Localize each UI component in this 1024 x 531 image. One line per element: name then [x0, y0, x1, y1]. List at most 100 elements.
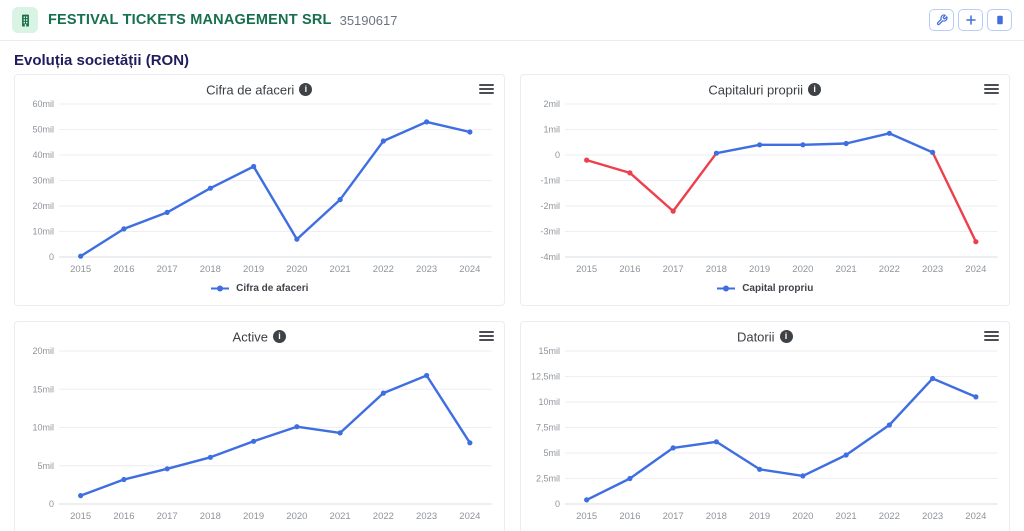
svg-text:2022: 2022 — [878, 511, 899, 522]
line-chart-canvas[interactable]: 60mil 50mil 40mil 30mil 20mil 10mil 0 2015 2016 2… — [23, 99, 496, 277]
svg-text:15mil: 15mil — [33, 384, 55, 394]
svg-text:2024: 2024 — [459, 511, 480, 522]
svg-text:2015: 2015 — [576, 264, 597, 275]
legend-label: Capital propriu — [742, 282, 814, 294]
svg-text:2016: 2016 — [113, 264, 134, 275]
svg-text:15mil: 15mil — [538, 346, 560, 356]
chart-title: Cifra de afaceri — [206, 82, 295, 98]
notes-button[interactable] — [987, 9, 1012, 31]
hamburger-menu-icon[interactable] — [984, 83, 999, 95]
wrench-button[interactable] — [929, 9, 954, 31]
svg-text:2015: 2015 — [576, 511, 597, 522]
svg-text:2023: 2023 — [416, 264, 437, 275]
svg-text:2021: 2021 — [835, 264, 856, 275]
svg-text:2020: 2020 — [792, 511, 813, 522]
svg-text:2020: 2020 — [792, 264, 813, 275]
svg-text:2017: 2017 — [157, 264, 178, 275]
info-icon[interactable]: i — [808, 83, 822, 97]
svg-text:0: 0 — [555, 150, 560, 160]
svg-text:5mil: 5mil — [543, 448, 560, 458]
legend-item[interactable]: Cifra de afaceri — [23, 279, 496, 297]
line-chart-canvas[interactable]: 15mil 12,5mil 10mil 7,5mil 5mil 2,5mil 0 2015 20… — [529, 346, 1002, 524]
legend-marker-icon — [716, 284, 736, 293]
svg-text:2020: 2020 — [286, 264, 307, 275]
building-icon — [21, 14, 29, 26]
chart-card-datorii: Datorii i 15mil 12,5mil 10mil 7,5mil 5mil 2,5m… — [519, 321, 1010, 531]
chart-header: Datorii i — [529, 328, 1002, 346]
legend-item[interactable]: Capital propriu — [529, 279, 1002, 297]
chart-card-cifra-de-afaceri: Cifra de afaceri i 60mil 50mil 40mil 30mil 20… — [14, 74, 505, 306]
wrench-icon — [936, 14, 948, 26]
svg-text:-1mil: -1mil — [540, 176, 560, 186]
svg-text:2015: 2015 — [70, 511, 91, 522]
svg-text:2019: 2019 — [749, 264, 770, 275]
svg-text:60mil: 60mil — [33, 99, 55, 109]
plus-icon — [965, 15, 976, 25]
svg-text:2017: 2017 — [662, 264, 683, 275]
svg-text:2021: 2021 — [330, 511, 351, 522]
svg-text:2022: 2022 — [373, 264, 394, 275]
svg-text:2023: 2023 — [416, 511, 437, 522]
svg-text:40mil: 40mil — [33, 150, 55, 160]
svg-text:-3mil: -3mil — [540, 227, 560, 237]
svg-text:2021: 2021 — [330, 264, 351, 275]
hamburger-menu-icon[interactable] — [478, 83, 494, 95]
svg-text:2016: 2016 — [619, 511, 640, 522]
legend-marker-icon — [210, 284, 230, 293]
svg-text:2020: 2020 — [286, 511, 307, 522]
hamburger-menu-icon[interactable] — [478, 330, 494, 342]
chart-title: Active — [232, 329, 268, 345]
svg-text:2023: 2023 — [922, 511, 943, 522]
chart-title: Datorii — [736, 329, 775, 345]
svg-text:2016: 2016 — [619, 264, 640, 275]
svg-text:7,5mil: 7,5mil — [536, 423, 560, 433]
svg-text:2019: 2019 — [749, 511, 770, 522]
line-chart-canvas[interactable]: 2mil 1mil 0 -1mil -2mil -3mil -4mil 2015 2016 201… — [529, 99, 1002, 277]
svg-text:2015: 2015 — [70, 264, 91, 275]
info-icon[interactable]: i — [299, 83, 313, 97]
svg-text:50mil: 50mil — [33, 125, 55, 135]
svg-text:0: 0 — [555, 499, 560, 509]
svg-text:20mil: 20mil — [33, 346, 55, 356]
chart-card-capitaluri-proprii: Capitaluri proprii i 2mil 1mil 0 -1mil -2mil -… — [519, 74, 1010, 306]
svg-text:2,5mil: 2,5mil — [536, 474, 560, 484]
info-icon[interactable]: i — [272, 330, 286, 344]
svg-text:2022: 2022 — [878, 264, 899, 275]
chart-title: Capitaluri proprii — [708, 82, 804, 98]
svg-text:2024: 2024 — [965, 264, 986, 275]
svg-text:2022: 2022 — [373, 511, 394, 522]
svg-text:2017: 2017 — [662, 511, 683, 522]
svg-text:10mil: 10mil — [33, 423, 55, 433]
svg-text:2017: 2017 — [157, 511, 178, 522]
company-name: FESTIVAL TICKETS MANAGEMENT SRL — [48, 12, 332, 28]
svg-text:2018: 2018 — [200, 264, 221, 275]
legend-label: Cifra de afaceri — [236, 282, 309, 294]
svg-text:0: 0 — [49, 252, 54, 262]
content-area: Evoluția societății (RON) Cifra de aface… — [0, 41, 1024, 531]
chart-header: Active i — [23, 328, 496, 346]
svg-text:2018: 2018 — [705, 511, 726, 522]
document-icon — [996, 15, 1003, 25]
svg-text:2019: 2019 — [243, 511, 264, 522]
svg-text:2024: 2024 — [459, 264, 480, 275]
line-chart-canvas[interactable]: 20mil 15mil 10mil 5mil 0 2015 2016 2017 2018 2019… — [23, 346, 496, 524]
company-id: 35190617 — [339, 12, 398, 28]
svg-text:2018: 2018 — [705, 264, 726, 275]
svg-text:0: 0 — [49, 499, 54, 509]
svg-text:2019: 2019 — [243, 264, 264, 275]
svg-text:2016: 2016 — [113, 511, 134, 522]
svg-text:20mil: 20mil — [33, 201, 55, 211]
svg-text:2018: 2018 — [200, 511, 221, 522]
add-button[interactable] — [958, 9, 983, 31]
info-icon[interactable]: i — [779, 330, 793, 344]
svg-text:-4mil: -4mil — [540, 252, 560, 262]
charts-grid: Cifra de afaceri i 60mil 50mil 40mil 30mil 20… — [14, 74, 1010, 531]
chart-card-active: Active i 20mil 15mil 10mil 5mil 0 2015 2016 2017… — [14, 321, 505, 531]
top-bar: FESTIVAL TICKETS MANAGEMENT SRL 35190617 — [0, 0, 1024, 41]
svg-text:30mil: 30mil — [33, 176, 55, 186]
hamburger-menu-icon[interactable] — [984, 330, 999, 342]
svg-text:1mil: 1mil — [543, 125, 560, 135]
chart-header: Cifra de afaceri i — [23, 81, 496, 99]
svg-text:2024: 2024 — [965, 511, 986, 522]
chart-header: Capitaluri proprii i — [529, 81, 1002, 99]
